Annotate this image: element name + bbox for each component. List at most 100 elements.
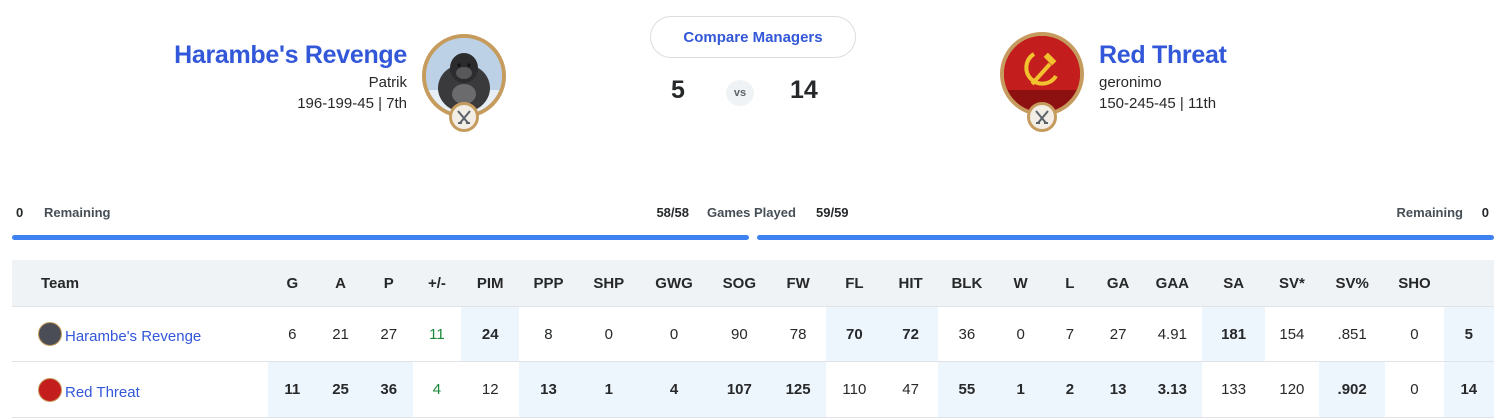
stat-cell: 0	[1385, 306, 1444, 362]
home-score: 5	[671, 76, 685, 104]
column-header: L	[1045, 260, 1094, 307]
column-header: A	[316, 260, 365, 307]
stat-cell: 0	[639, 306, 709, 362]
column-header: HIT	[883, 260, 939, 307]
stat-cell: 24	[461, 306, 520, 362]
column-header: PPP	[519, 260, 578, 307]
matchup-stats-table: Team G A P +/- PIM PPP SHP GWG SOG FW FL HIT BLK W L GA…	[12, 260, 1494, 418]
away-manager: geronimo	[1099, 74, 1162, 91]
stat-cell: 6	[268, 306, 317, 362]
team-link[interactable]: Harambe's Revenge	[65, 328, 202, 345]
stat-cell: 2	[1045, 361, 1094, 418]
column-header: SV*	[1264, 260, 1319, 307]
stat-cell: 0	[577, 306, 640, 362]
team-column-header: Team	[12, 260, 269, 307]
stat-cell: 3.13	[1142, 361, 1203, 418]
stat-cell: 13	[519, 361, 578, 418]
hammer-sickle-avatar-icon	[38, 377, 62, 402]
home-manager: Patrik	[368, 74, 407, 91]
team-cell: Red Threat	[12, 361, 269, 418]
home-games-played: 58/58	[656, 205, 689, 220]
table-header-row: Team G A P +/- PIM PPP SHP GWG SOG FW FL HIT BLK W L GA…	[12, 260, 1494, 307]
stat-cell: 4.91	[1142, 306, 1203, 362]
stat-cell: 107	[708, 361, 771, 418]
column-header: BLK	[938, 260, 996, 307]
stat-cell: 36	[364, 361, 413, 418]
stat-cell: 110	[825, 361, 883, 418]
stat-cell: 72	[883, 306, 939, 362]
column-header: +/-	[412, 260, 462, 307]
column-header: FW	[770, 260, 826, 307]
team-link[interactable]: Red Threat	[65, 383, 140, 401]
column-header	[1443, 260, 1494, 307]
stat-cell: 27	[1093, 306, 1143, 362]
stat-cell: 70	[825, 306, 883, 362]
stat-cell: 1	[995, 361, 1046, 418]
table-row: Red Threat 11 25 36 4 12 13 1 4 107 125 110 47 55 1 2 13…	[12, 361, 1494, 418]
stat-cell: 27	[364, 306, 413, 362]
away-remaining-label: Remaining	[1396, 205, 1463, 220]
column-header: PIM	[461, 260, 520, 307]
column-header: W	[995, 260, 1046, 307]
stat-cell: 0	[1385, 361, 1444, 418]
team-cell: Harambe's Revenge	[12, 306, 269, 362]
stat-cell: .851	[1319, 306, 1386, 362]
stat-cell: .902	[1319, 361, 1386, 418]
column-header: GWG	[639, 260, 709, 307]
away-team-info: Red Threat geronimo 150-245-45 | 11th	[1099, 41, 1227, 112]
stat-cell: 5	[1443, 306, 1494, 362]
stat-cell: 11	[412, 306, 462, 362]
stat-cell: 7	[1045, 306, 1094, 362]
stat-cell: 14	[1443, 361, 1494, 418]
column-header: SOG	[708, 260, 771, 307]
stat-cell: 55	[938, 361, 996, 418]
compare-managers-button[interactable]: Compare Managers	[650, 16, 856, 58]
stat-cell: 21	[316, 306, 365, 362]
away-remaining-count: 0	[1481, 205, 1489, 220]
games-played-label: Games Played	[707, 205, 796, 220]
stat-cell: 4	[639, 361, 709, 418]
away-team-name[interactable]: Red Threat	[1099, 41, 1227, 69]
column-header: GAA	[1142, 260, 1203, 307]
stat-cell: 4	[412, 361, 462, 418]
table-row: Harambe's Revenge 6 21 27 11 24 8 0 0 90 78 70 72 36 0…	[12, 306, 1494, 362]
hammer-sickle-avatar-icon	[1004, 36, 1080, 112]
home-remaining-label: Remaining	[44, 205, 111, 220]
stat-cell: 1	[577, 361, 640, 418]
column-header: SHP	[577, 260, 640, 307]
hockey-sticks-icon	[1027, 102, 1057, 132]
away-games-progress-bar	[757, 235, 1494, 240]
home-remaining-count: 0	[16, 205, 24, 220]
home-team-info: Harambe's Revenge Patrik 196-199-45 | 7t…	[174, 41, 407, 112]
stat-cell: 181	[1202, 306, 1265, 362]
stat-cell: 47	[883, 361, 939, 418]
away-score: 14	[790, 76, 818, 104]
home-record: 196-199-45 | 7th	[297, 95, 407, 112]
home-games-progress-bar	[12, 235, 749, 240]
stat-cell: 125	[770, 361, 826, 418]
stat-cell: 25	[316, 361, 365, 418]
stat-cell: 8	[519, 306, 578, 362]
column-header: SA	[1202, 260, 1265, 307]
stat-cell: 12	[461, 361, 520, 418]
stat-cell: 13	[1093, 361, 1143, 418]
column-header: SV%	[1319, 260, 1386, 307]
column-header: GA	[1093, 260, 1143, 307]
stat-cell: 120	[1264, 361, 1319, 418]
stat-cell: 133	[1202, 361, 1265, 418]
stat-cell: 36	[938, 306, 996, 362]
vs-label: vs	[726, 80, 754, 106]
stat-cell: 90	[708, 306, 771, 362]
stat-cell: 154	[1264, 306, 1319, 362]
hockey-sticks-icon	[449, 102, 479, 132]
column-header: FL	[825, 260, 883, 307]
stat-cell: 0	[995, 306, 1046, 362]
away-games-played: 59/59	[816, 205, 849, 220]
column-header: P	[364, 260, 413, 307]
stat-cell: 11	[268, 361, 317, 418]
away-record: 150-245-45 | 11th	[1099, 95, 1217, 112]
stat-cell: 78	[770, 306, 826, 362]
column-header: SHO	[1385, 260, 1444, 307]
home-team-name[interactable]: Harambe's Revenge	[174, 41, 407, 69]
gorilla-avatar-icon	[38, 322, 62, 346]
